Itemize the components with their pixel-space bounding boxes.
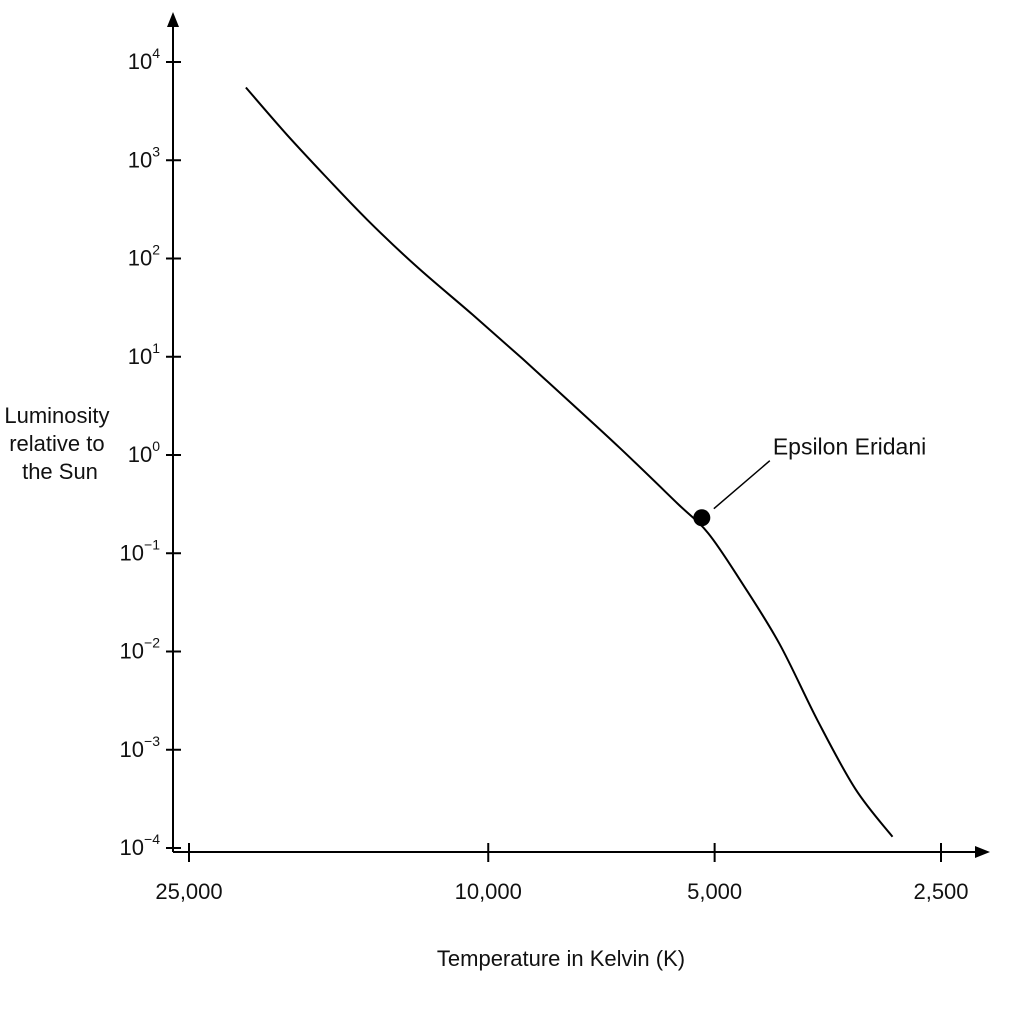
x-tick-label: 25,000	[155, 879, 222, 904]
y-tick-label: 100	[128, 438, 160, 467]
x-tick-label: 10,000	[455, 879, 522, 904]
y-axis-arrowhead	[167, 12, 179, 27]
y-tick-label: 101	[128, 340, 160, 369]
y-tick-exponent: −2	[144, 635, 160, 651]
y-tick-base: 10	[120, 540, 144, 565]
y-tick-label: 104	[128, 45, 160, 74]
x-tick-label: 5,000	[687, 879, 742, 904]
y-tick-exponent: 3	[152, 143, 160, 159]
axes	[167, 12, 990, 858]
y-tick-base: 10	[120, 639, 144, 664]
y-tick-base: 10	[128, 246, 152, 271]
y-tick-exponent: 2	[152, 242, 160, 258]
y-tick-base: 10	[128, 442, 152, 467]
x-tick-label: 2,500	[913, 879, 968, 904]
y-tick-label: 10−1	[120, 536, 161, 565]
series-line	[245, 86, 894, 838]
y-tick-base: 10	[128, 147, 152, 172]
y-tick-label: 102	[128, 242, 160, 271]
x-ticks: 25,000 10,000 5,000 2,500	[155, 843, 969, 904]
y-tick-base: 10	[120, 835, 144, 860]
y-tick-exponent: 0	[152, 438, 160, 454]
y-tick-base: 10	[128, 344, 152, 369]
y-tick-exponent: 4	[152, 45, 160, 61]
y-tick-exponent: 1	[152, 340, 160, 356]
annotation-leader-line	[713, 460, 771, 510]
y-tick-label: 10−3	[120, 733, 161, 762]
series-layer	[245, 86, 894, 838]
y-axis-title-line-1: Luminosity	[4, 403, 109, 428]
y-axis-title: Luminosity relative to the Sun	[4, 403, 115, 484]
y-axis-title-line-2: relative to	[9, 431, 104, 456]
star-marker	[693, 509, 711, 527]
y-tick-exponent: −4	[144, 831, 160, 847]
x-axis-title: Temperature in Kelvin (K)	[437, 946, 685, 971]
annotations-layer: Epsilon Eridani	[693, 434, 926, 527]
y-tick-base: 10	[120, 737, 144, 762]
y-tick-label: 103	[128, 143, 160, 172]
y-tick-exponent: −3	[144, 733, 160, 749]
x-axis-arrowhead	[975, 846, 990, 858]
y-axis-title-line-3: the Sun	[22, 459, 98, 484]
y-tick-label: 10−2	[120, 635, 161, 664]
y-tick-base: 10	[128, 49, 152, 74]
annotation-label: Epsilon Eridani	[773, 434, 926, 460]
y-tick-label: 10−4	[120, 831, 161, 860]
y-tick-exponent: −1	[144, 536, 160, 552]
